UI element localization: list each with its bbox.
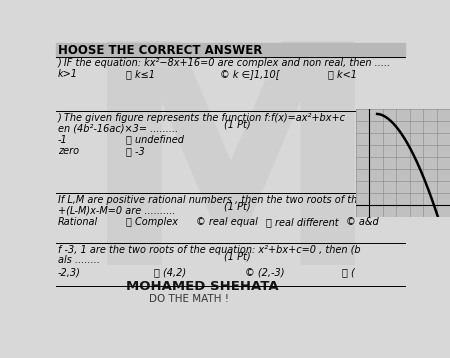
Text: k>1: k>1 [58,69,78,79]
Text: HOOSE THE CORRECT ANSWER: HOOSE THE CORRECT ANSWER [58,44,262,57]
Text: (1 Pt): (1 Pt) [224,202,250,212]
Text: © a&d: © a&d [346,217,378,227]
Text: Ⓑ k≤1: Ⓑ k≤1 [126,69,155,79]
Text: ⓓ (: ⓓ ( [342,267,355,277]
Text: als ........: als ........ [58,256,100,266]
Text: Ⓑ (4,2): Ⓑ (4,2) [154,267,186,277]
Text: Ⓑ undefined: Ⓑ undefined [126,135,184,145]
Text: ⓓ real different: ⓓ real different [266,217,338,227]
FancyBboxPatch shape [56,43,405,57]
Text: ) IF the equation: kx²−8x+16=0 are complex and non real, then .....: ) IF the equation: kx²−8x+16=0 are compl… [58,58,391,68]
Text: ) The given figure represents the function f:f(x)=ax²+bx+c: ) The given figure represents the functi… [58,113,346,123]
Text: Ⓑ Complex: Ⓑ Complex [126,217,178,227]
Text: © (2,-3): © (2,-3) [245,267,284,277]
Text: en (4b²-16ac)×3= .........: en (4b²-16ac)×3= ......... [58,123,178,133]
Text: ⓓ -3: ⓓ -3 [126,146,145,156]
Text: © k ∈]1,10[: © k ∈]1,10[ [220,69,279,79]
Text: -1: -1 [58,135,68,145]
Text: © real equal: © real equal [196,217,257,227]
Text: (1 Pt): (1 Pt) [224,119,250,129]
Text: Rational: Rational [58,217,98,227]
Text: ⓓ k<1: ⓓ k<1 [328,69,357,79]
Text: MOHAMED SHEHATA: MOHAMED SHEHATA [126,280,279,293]
Text: If L,M are positive rational numbers , then the two roots of the e: If L,M are positive rational numbers , t… [58,195,372,205]
Text: M: M [79,32,382,329]
Text: DO THE MATH !: DO THE MATH ! [149,294,229,304]
Text: f -3, 1 are the two roots of the equation: x²+bx+c=0 , then (b: f -3, 1 are the two roots of the equatio… [58,246,360,256]
Text: (1 Pt): (1 Pt) [224,252,250,262]
Text: +(L-M)x-M=0 are ..........: +(L-M)x-M=0 are .......... [58,205,176,216]
Text: -2,3): -2,3) [58,267,81,277]
Text: zero: zero [58,146,79,156]
